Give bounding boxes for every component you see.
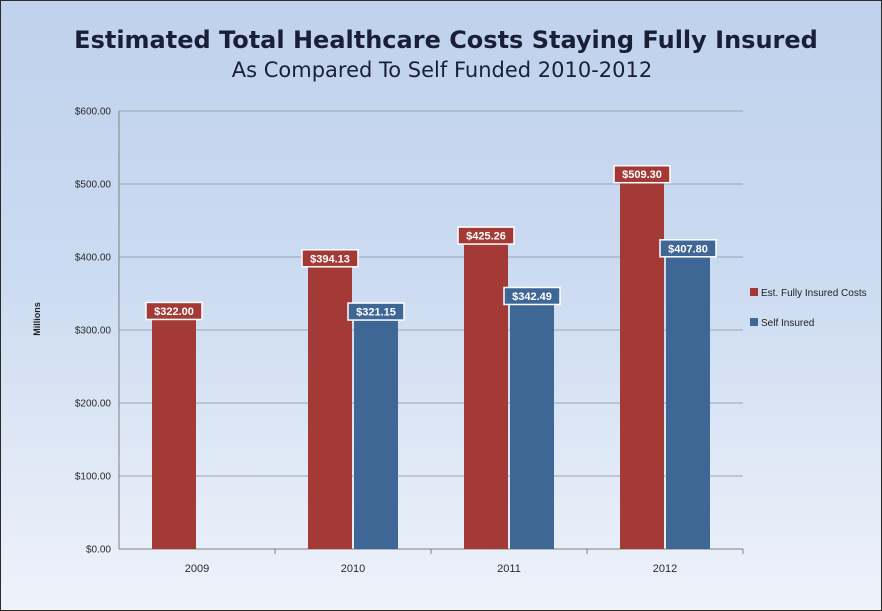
bar [620,177,664,549]
data-label: $509.30 [622,169,662,181]
x-axis-ticks: 2009 2010 2011 2012 [185,549,744,575]
x-tick-label: 2011 [497,563,521,575]
x-tick-label: 2012 [653,563,677,575]
y-axis-ticks: $0.00 $100.00 $200.00 $300.00 $400.00 $500.00… [75,107,112,556]
data-label-box [613,164,671,184]
y-axis-label: Millions [32,302,42,336]
bar [308,261,352,549]
data-label-box [659,239,717,258]
y-tick-label: $400.00 [75,253,112,264]
data-label: $342.49 [512,291,552,303]
y-tick-label: $500.00 [75,180,112,191]
bar [354,314,398,549]
data-label-box [145,301,203,321]
y-tick-label: $300.00 [75,326,112,337]
x-tick-label: 2009 [185,563,209,575]
legend-label: Est. Fully Insured Costs [761,288,867,299]
bar [666,251,710,549]
data-label-box [301,249,359,268]
legend-swatch [750,288,758,296]
y-tick-label: $600.00 [75,107,112,118]
data-label: $394.13 [310,253,350,265]
bar [152,313,196,549]
bars: $322.00 $394.13 $321.15 $425.26 $342.49 $509.… [145,164,717,550]
y-tick-label: $0.00 [86,545,111,556]
chart-title: Estimated Total Healthcare Costs Staying… [74,26,818,54]
data-label: $407.80 [668,243,708,255]
legend-label: Self Insured [761,318,814,329]
y-tick-label: $200.00 [75,399,112,410]
x-tick-label: 2010 [341,563,365,575]
data-label: $321.15 [356,307,396,319]
data-label: $322.00 [154,306,194,318]
bar [510,298,554,549]
data-label: $425.26 [466,231,506,243]
legend-swatch [750,318,758,326]
data-label-box [457,226,515,245]
legend: Est. Fully Insured Costs Self Insured [750,288,867,329]
chart-subtitle: As Compared To Self Funded 2010-2012 [232,58,652,82]
y-tick-label: $100.00 [75,472,112,483]
data-label-box [347,302,405,321]
bar [464,238,508,550]
data-label-box [503,286,561,306]
gridlines [118,110,743,550]
